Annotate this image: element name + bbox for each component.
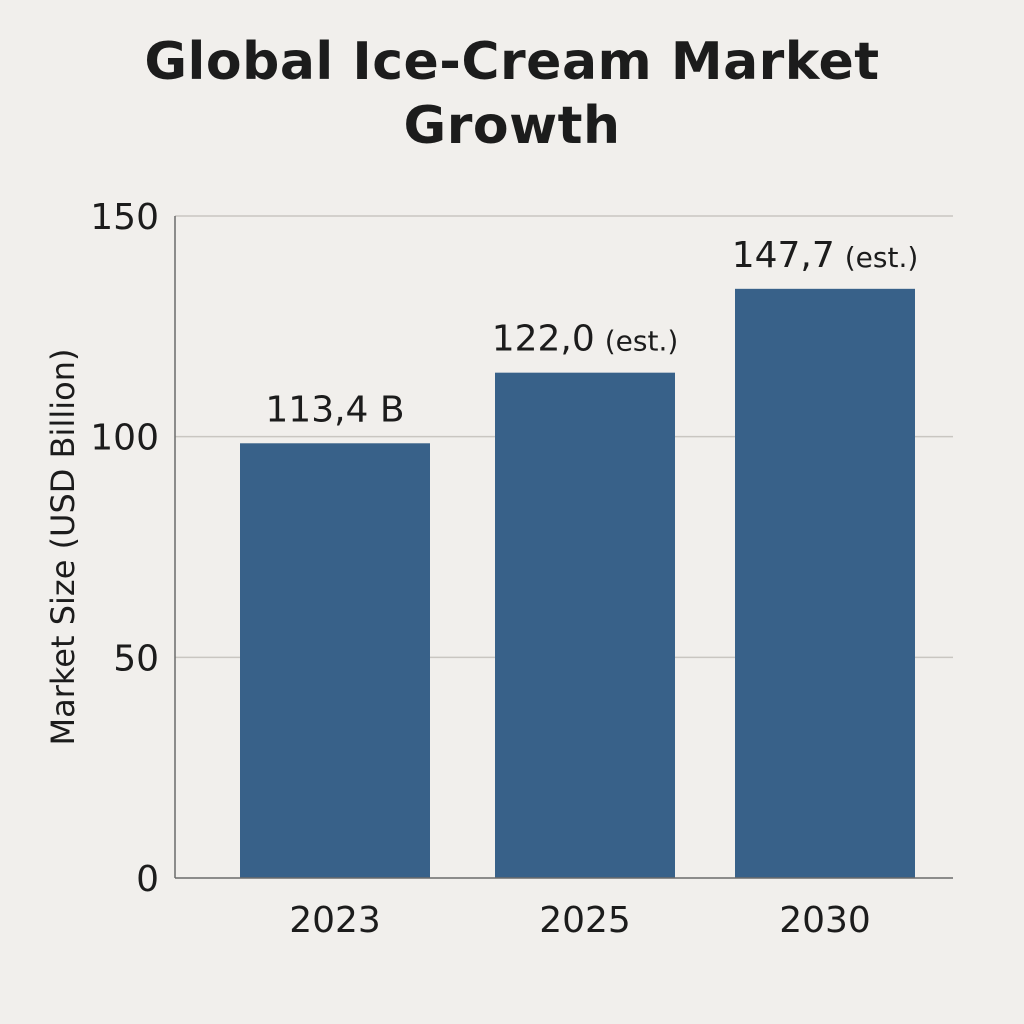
- x-tick-label: 2030: [779, 900, 871, 941]
- labels: 0 50 100 150 2023 113,4 B 2025 122,0 (est.) 2030 1…: [44, 197, 918, 941]
- x-tick-label: 2025: [539, 900, 631, 941]
- y-tick-label: 0: [136, 859, 159, 900]
- chart-title: Global Ice-Cream Market Growth: [0, 30, 1024, 158]
- x-tick-label: 2023: [289, 900, 381, 941]
- y-axis-label: Market Size (USD Billion): [44, 349, 82, 746]
- y-tick-label: 150: [90, 197, 159, 238]
- chart-title-line-1: Global Ice-Cream Market: [144, 32, 880, 92]
- data-label-2025: 122,0 (est.): [492, 319, 679, 360]
- y-tick-label: 100: [90, 418, 159, 459]
- data-label-2030: 147,7 (est.): [732, 235, 919, 276]
- bars: [240, 288, 915, 878]
- axes: [174, 216, 953, 879]
- bar-2025: [495, 372, 675, 878]
- y-tick-label: 50: [113, 638, 159, 679]
- chart-title-line-2: Growth: [403, 96, 621, 156]
- data-label-2023: 113,4 B: [265, 389, 404, 430]
- bar-2030: [735, 288, 915, 878]
- bar-2023: [240, 443, 430, 878]
